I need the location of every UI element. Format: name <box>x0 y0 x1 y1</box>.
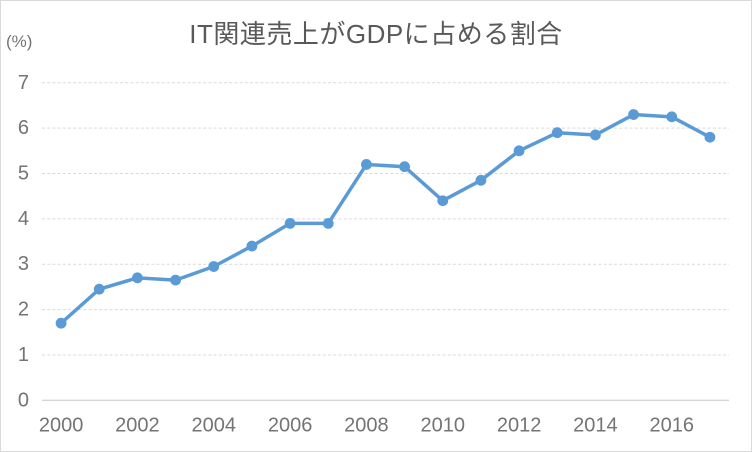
data-point-marker <box>437 195 449 207</box>
series-line <box>59 112 712 325</box>
data-point-marker <box>361 159 372 170</box>
data-point-marker <box>284 218 296 229</box>
data-point-marker <box>170 274 181 286</box>
data-point-marker <box>666 111 678 123</box>
data-point-marker <box>208 261 220 272</box>
y-axis-tick-label: 7 <box>18 72 29 94</box>
data-point-marker <box>628 109 639 120</box>
data-point-marker <box>132 272 143 284</box>
data-point-marker <box>93 283 105 295</box>
y-axis-tick-label: 1 <box>18 344 29 366</box>
data-point-marker <box>475 174 487 186</box>
y-axis-tick-label: 4 <box>18 208 29 230</box>
x-axis-tick-label: 2014 <box>573 415 618 437</box>
x-axis-tick-label: 2012 <box>497 415 542 437</box>
y-axis-unit-label: (%) <box>6 32 33 51</box>
y-axis-tick-label: 2 <box>18 299 29 321</box>
y-axis-tick-label: 5 <box>18 163 29 185</box>
data-point-marker <box>246 240 258 252</box>
x-axis-tick-label: 2010 <box>421 415 466 437</box>
data-point-marker <box>399 161 410 173</box>
x-axis-tick-label: 2006 <box>268 415 313 437</box>
y-axis-tick-label: 6 <box>18 117 29 139</box>
x-axis-tick-label: 2004 <box>192 415 237 437</box>
data-point-marker <box>551 127 563 139</box>
data-point-marker <box>704 131 716 143</box>
x-axis-tick-label: 2008 <box>344 415 389 437</box>
x-axis-tick-label: 2000 <box>39 415 84 437</box>
x-axis-tick-label: 2002 <box>115 415 160 437</box>
data-point-marker <box>322 218 334 229</box>
x-axis-tick-label: 2016 <box>650 415 695 437</box>
data-point-marker <box>590 129 601 141</box>
chart-title: IT関連売上がGDPに占める割合 <box>189 19 563 49</box>
y-axis-tick-label: 0 <box>18 389 29 411</box>
data-point-marker <box>55 317 67 329</box>
y-axis-tick-label: 3 <box>18 253 29 275</box>
data-point-marker <box>513 145 525 157</box>
